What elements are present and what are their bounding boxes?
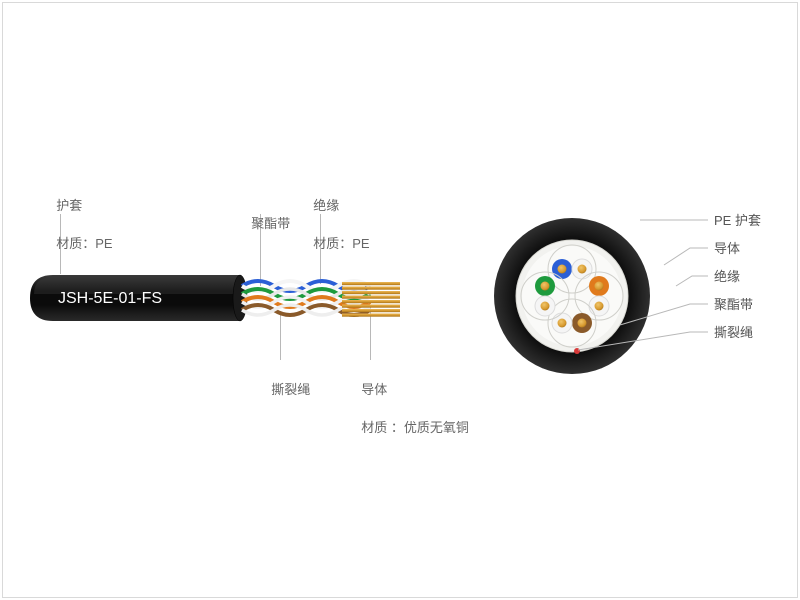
cross-label-jacket: PE 护套 <box>714 212 761 230</box>
label-jacket: 护套 材质：PE <box>49 178 113 253</box>
label-tape-title: 聚酯带 <box>251 216 290 231</box>
cross-label-tape: 聚酯带 <box>714 296 753 314</box>
label-insul: 绝缘 材质：PE <box>306 178 370 253</box>
cross-label-insul: 绝缘 <box>714 268 740 286</box>
label-conductor-title: 导体 <box>361 382 387 397</box>
label-conductor: 导体 材质 ：优质无氧铜 <box>354 362 469 437</box>
cross-label-conductor: 导体 <box>714 240 740 258</box>
label-conductor-mat: 材质 ：优质无氧铜 <box>361 420 469 435</box>
label-jacket-title: 护套 <box>56 198 82 213</box>
wire-white-green <box>535 296 555 316</box>
label-insul-mat: 材质：PE <box>313 236 369 251</box>
product-code-text: JSH-5E-01-FS <box>58 290 162 307</box>
label-jacket-mat: 材质：PE <box>56 236 112 251</box>
label-ripcord-title: 撕裂绳 <box>271 382 310 397</box>
label-ripcord: 撕裂绳 <box>264 362 310 400</box>
label-tape: 聚酯带 <box>244 196 290 234</box>
label-insul-title: 绝缘 <box>313 198 339 213</box>
wire-green <box>535 276 555 296</box>
cross-label-ripcord: 撕裂绳 <box>714 324 753 342</box>
cable-side-view: JSH-5E-01-FS <box>20 258 430 338</box>
